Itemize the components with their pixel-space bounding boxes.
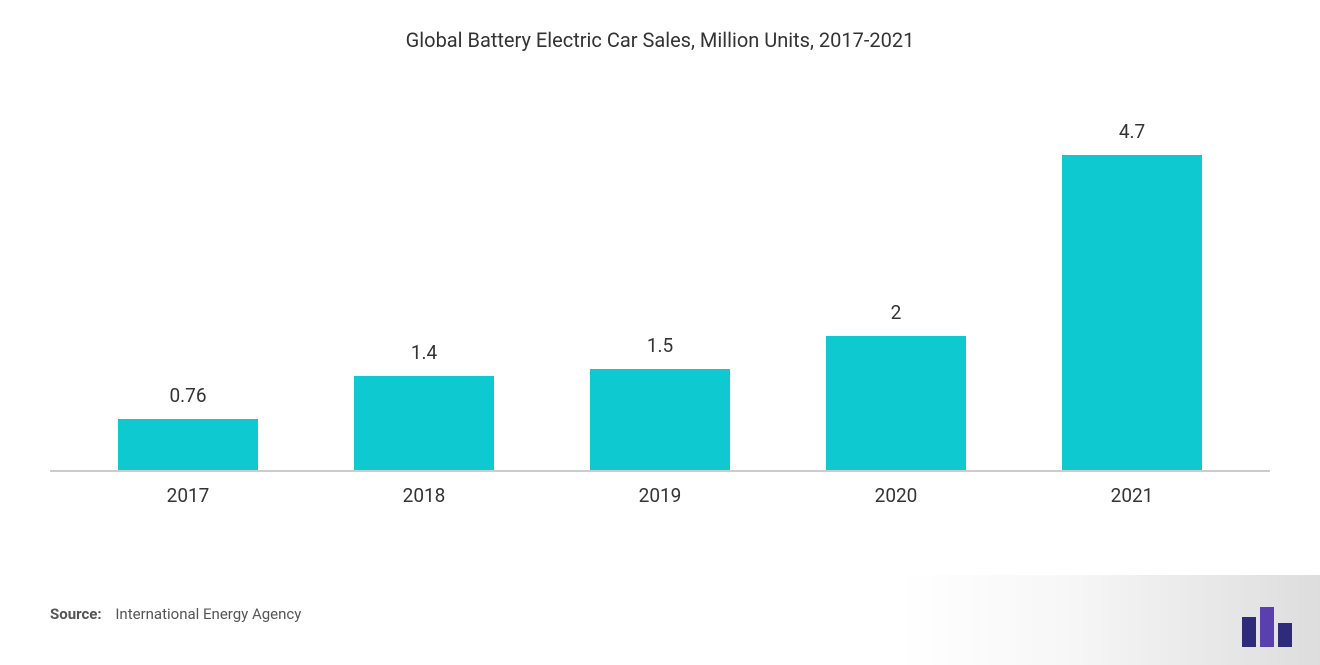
logo-bar-3 (1278, 623, 1292, 647)
bar-0 (118, 419, 258, 470)
logo-bar-2 (1260, 607, 1274, 647)
x-axis-labels: 2017 2018 2019 2020 2021 (50, 472, 1270, 507)
logo-bar-1 (1242, 617, 1256, 647)
bar-3 (826, 336, 966, 470)
chart-area: 0.76 1.4 1.5 2 4.7 2017 2018 2019 2020 2… (50, 62, 1270, 522)
bar-value-3: 2 (891, 301, 902, 324)
bar-value-2: 1.5 (647, 334, 673, 357)
source-line: Source: International Energy Agency (50, 605, 301, 623)
x-label-1: 2018 (344, 484, 504, 507)
bar-group-1: 1.4 (344, 341, 504, 470)
bar-value-1: 1.4 (411, 341, 437, 364)
bar-1 (354, 376, 494, 470)
source-label: Source: (50, 605, 102, 623)
bar-4 (1062, 155, 1202, 470)
bar-group-4: 4.7 (1052, 120, 1212, 470)
chart-title: Global Battery Electric Car Sales, Milli… (0, 0, 1320, 62)
bar-value-0: 0.76 (169, 384, 206, 407)
bar-group-0: 0.76 (108, 384, 268, 470)
source-text: International Energy Agency (115, 605, 301, 623)
bars-container: 0.76 1.4 1.5 2 4.7 (50, 62, 1270, 472)
x-label-0: 2017 (108, 484, 268, 507)
brand-logo (1242, 607, 1292, 647)
x-label-2: 2019 (580, 484, 740, 507)
x-label-3: 2020 (816, 484, 976, 507)
bar-group-2: 1.5 (580, 334, 740, 470)
bar-2 (590, 369, 730, 470)
x-label-4: 2021 (1052, 484, 1212, 507)
bar-group-3: 2 (816, 301, 976, 470)
bar-value-4: 4.7 (1119, 120, 1145, 143)
